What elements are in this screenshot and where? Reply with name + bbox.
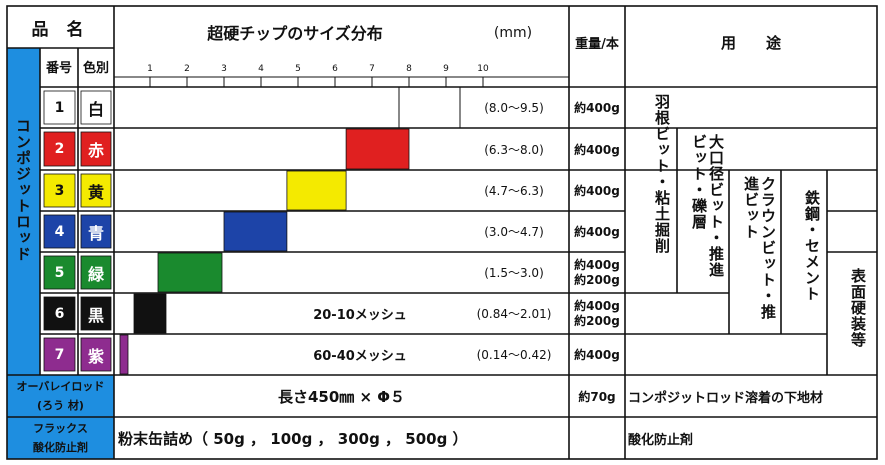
size-range: (4.7～6.3) xyxy=(484,184,544,198)
rod-color: 黒 xyxy=(87,305,104,325)
scale-tick-label: 7 xyxy=(369,64,375,74)
number-swatch xyxy=(43,296,76,331)
rod-number: 7 xyxy=(54,346,65,363)
size-bar xyxy=(133,293,167,334)
number-swatch xyxy=(43,214,76,249)
rod-weight: 約400g xyxy=(574,184,620,198)
color-swatch xyxy=(80,90,112,125)
rod-weight: 約400g xyxy=(574,225,620,239)
rod-number: 2 xyxy=(54,141,65,157)
color-header: 色別 xyxy=(82,60,109,76)
composite-rod-label: コンポジットロッド xyxy=(14,118,32,262)
scale-tick-label: 8 xyxy=(406,64,412,74)
rod-number: 6 xyxy=(54,305,65,322)
number-swatch xyxy=(43,131,76,167)
weight-value: 約400g xyxy=(574,298,620,313)
flux-sub: 酸化防止剤 xyxy=(33,441,88,454)
size-range: (3.0～4.7) xyxy=(484,225,544,239)
number-swatch xyxy=(43,90,76,125)
color-swatch xyxy=(80,337,112,372)
use-header: 用 途 xyxy=(720,33,781,52)
color-swatch xyxy=(80,214,112,249)
no-header: 番号 xyxy=(45,60,72,76)
rod-color: 白 xyxy=(87,99,104,119)
overlay-spec: 長さ450㎜ × Φ５ xyxy=(277,387,406,406)
overlay-sub: (ろう 材) xyxy=(37,399,84,412)
weight-value: 約400g xyxy=(574,257,620,272)
weight-value-2: 約200g xyxy=(574,313,620,328)
number-swatch xyxy=(43,337,76,372)
scale-tick-label: 2 xyxy=(184,64,190,74)
rod-color: 青 xyxy=(87,223,104,243)
rod-color: 赤 xyxy=(87,141,104,160)
use-5: 表面硬装等 xyxy=(849,268,867,348)
size-bar xyxy=(223,211,288,252)
scale-tick-label: 3 xyxy=(221,64,227,74)
size-range: (0.84～2.01) xyxy=(476,307,552,321)
size-bar xyxy=(286,170,347,211)
rod-color: 緑 xyxy=(87,264,104,284)
color-swatch xyxy=(80,173,112,208)
color-swatch xyxy=(80,131,112,167)
flux-spec: 粉末缶詰め（ 50g ， 100g ， 300g ， 500g ） xyxy=(118,429,468,448)
rod-number: 4 xyxy=(54,223,65,240)
rod-number: 1 xyxy=(54,99,65,116)
rod-weight: 約400g xyxy=(574,101,620,115)
number-swatch xyxy=(43,173,76,208)
use-3: クラウンビット・推進ビット xyxy=(742,176,777,320)
rod-color: 紫 xyxy=(87,346,104,366)
rod-number: 5 xyxy=(54,264,65,281)
size-range: (1.5～3.0) xyxy=(484,266,544,280)
mesh-label: 20-10メッシュ xyxy=(313,308,407,323)
size-bar xyxy=(345,128,410,170)
color-swatch xyxy=(80,296,112,331)
flux-band xyxy=(7,417,114,459)
scale-tick-label: 4 xyxy=(258,64,264,74)
weight-header: 重量/本 xyxy=(575,36,619,52)
mesh-label: 60-40メッシュ xyxy=(313,349,407,364)
flux-use: 酸化防止剤 xyxy=(628,432,694,448)
rod-weight: 約400g xyxy=(574,348,620,362)
rod-weight: 約400g xyxy=(574,142,620,157)
weight-value-2: 約200g xyxy=(574,272,620,287)
size-range: (0.14～0.42) xyxy=(476,348,552,362)
use-4: 鉄鋼・セメント xyxy=(803,190,821,302)
overlay-weight: 約70g xyxy=(578,389,616,404)
scale-tick-label: 6 xyxy=(332,64,338,74)
scale-tick-label: 9 xyxy=(443,64,449,74)
rod-weight: 約400g 約200g xyxy=(569,295,625,332)
scale-tick-label: 5 xyxy=(295,64,301,74)
use-2: 大口径ビット・推進ビット・礫層 xyxy=(690,134,725,278)
scale-tick-label: 10 xyxy=(477,64,489,74)
scale-tick-label: 1 xyxy=(147,64,153,74)
use-1: 羽根ビット・粘土掘削 xyxy=(653,94,671,254)
overlay-band xyxy=(7,375,114,417)
product-name-header: 品 名 xyxy=(31,19,90,40)
rod-weight: 約400g 約200g xyxy=(569,254,625,291)
number-swatch xyxy=(43,255,76,290)
chart-title: 超硬チップのサイズ分布 xyxy=(207,24,383,43)
size-bar xyxy=(157,252,223,293)
unit-label: (mm) xyxy=(493,25,533,41)
rod-number: 3 xyxy=(54,182,65,199)
rod-color: 黄 xyxy=(87,182,104,202)
overlay-use: コンポジットロッド溶着の下地材 xyxy=(628,390,824,406)
flux-name: フラックス xyxy=(33,422,88,435)
size-bar xyxy=(119,334,129,375)
size-range: (6.3～8.0) xyxy=(484,142,544,157)
overlay-name: オーバレイロッド xyxy=(16,380,105,393)
composite-rod-band xyxy=(7,48,40,375)
size-range: (8.0～9.5) xyxy=(484,101,544,115)
color-swatch xyxy=(80,255,112,290)
